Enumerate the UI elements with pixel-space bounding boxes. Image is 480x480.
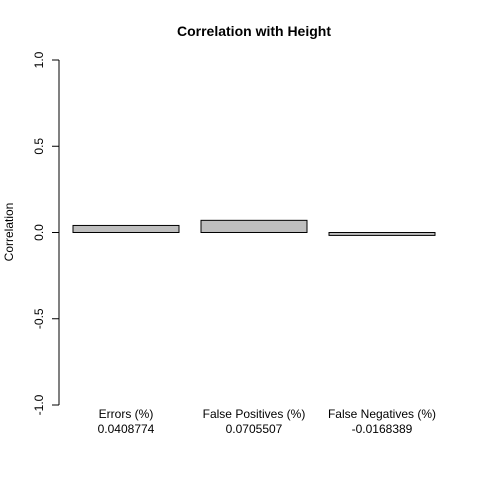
y-tick-label-4: 1.0 [32, 51, 46, 68]
y-axis-ticks: -1.0 -0.5 0.0 0.5 1.0 [32, 51, 59, 415]
value-label-1: 0.0705507 [226, 422, 283, 436]
value-label-0: 0.0408774 [98, 422, 155, 436]
bars-group [72, 219, 436, 236]
category-labels: Errors (%)0.0408774 False Positives (%)0.… [98, 407, 436, 436]
category-label-0: Errors (%) [99, 407, 154, 421]
bar-0 [72, 224, 180, 234]
y-tick-label-0: -1.0 [32, 394, 46, 415]
category-label-2: False Negatives (%) [328, 407, 436, 421]
value-label-2: -0.0168389 [352, 422, 413, 436]
y-axis-label: Correlation [2, 203, 16, 262]
bar-2 [328, 232, 436, 236]
y-tick-label-2: 0.0 [32, 224, 46, 241]
category-label-1: False Positives (%) [203, 407, 306, 421]
y-tick-label-1: -0.5 [32, 308, 46, 329]
chart-title: Correlation with Height [177, 23, 331, 39]
y-tick-label-3: 0.5 [32, 138, 46, 155]
bar-1 [200, 219, 308, 233]
